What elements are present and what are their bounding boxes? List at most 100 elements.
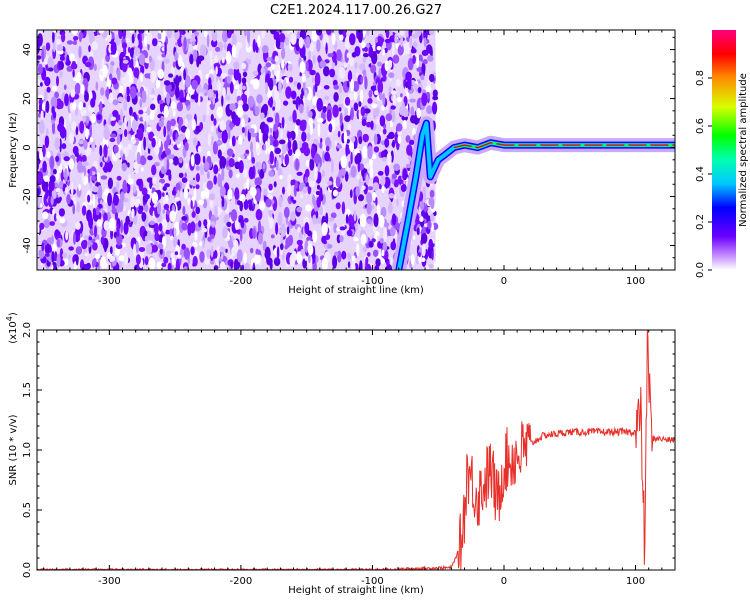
noise-speckle (346, 80, 350, 88)
noise-speckle (406, 144, 413, 156)
snr-scale-exponent: 4 (5, 316, 14, 321)
noise-speckle (283, 206, 290, 219)
noise-speckle (249, 187, 257, 197)
noise-speckle (126, 38, 130, 43)
noise-speckle (225, 214, 230, 224)
noise-speckle (421, 210, 425, 217)
noise-speckle (276, 246, 280, 259)
noise-speckle (221, 167, 225, 181)
noise-speckle (158, 223, 163, 232)
noise-speckle (412, 235, 416, 240)
noise-speckle (144, 35, 148, 47)
noise-speckle (149, 94, 156, 99)
noise-speckle (141, 90, 147, 104)
noise-speckle (213, 62, 221, 69)
noise-speckle (248, 128, 255, 134)
noise-speckle (351, 52, 357, 58)
noise-speckle (236, 88, 241, 98)
noise-speckle (276, 70, 280, 82)
noise-speckle (203, 219, 208, 227)
noise-speckle (311, 76, 315, 84)
noise-speckle (109, 137, 116, 143)
noise-speckle (214, 205, 218, 219)
noise-speckle (391, 213, 397, 226)
noise-speckle (72, 101, 77, 111)
noise-speckle (252, 70, 259, 76)
noise-speckle (370, 120, 374, 130)
noise-speckle (386, 134, 392, 139)
noise-speckle (391, 142, 396, 147)
noise-speckle (242, 85, 246, 91)
noise-speckle (396, 96, 403, 103)
noise-speckle (62, 252, 68, 258)
noise-speckle (166, 210, 171, 216)
noise-speckle (428, 263, 434, 269)
noise-speckle (135, 254, 141, 265)
noise-speckle (169, 210, 176, 222)
noise-speckle (314, 72, 321, 87)
noise-speckle (362, 145, 368, 159)
noise-speckle (273, 257, 281, 267)
noise-speckle (374, 265, 380, 270)
noise-speckle (349, 57, 355, 66)
x-tick-label: 0 (501, 276, 507, 287)
noise-speckle (238, 134, 243, 145)
noise-speckle (203, 30, 208, 38)
noise-speckle (421, 233, 428, 244)
noise-speckle (355, 186, 361, 197)
noise-speckle (339, 226, 346, 231)
noise-speckle (166, 120, 171, 132)
noise-speckle (321, 235, 326, 244)
noise-speckle (350, 136, 356, 143)
noise-speckle (131, 119, 137, 132)
noise-speckle (371, 238, 376, 243)
noise-speckle (287, 140, 292, 150)
noise-speckle (356, 243, 360, 257)
noise-speckle (154, 232, 160, 242)
noise-speckle (272, 139, 279, 147)
noise-speckle (50, 96, 58, 109)
noise-speckle (243, 199, 249, 211)
noise-speckle (150, 103, 156, 111)
noise-speckle (369, 166, 374, 179)
noise-speckle (77, 234, 81, 241)
noise-speckle (131, 138, 137, 144)
noise-speckle (323, 85, 330, 90)
noise-speckle (140, 72, 144, 83)
noise-speckle (170, 118, 176, 127)
noise-speckle (392, 54, 400, 64)
noise-speckle (145, 243, 153, 255)
noise-speckle (412, 41, 418, 48)
noise-speckle (75, 126, 79, 136)
noise-speckle (48, 67, 54, 72)
noise-speckle (303, 146, 311, 157)
noise-speckle (280, 223, 287, 238)
noise-speckle (100, 175, 108, 180)
noise-speckle (84, 193, 88, 204)
noise-speckle (336, 234, 341, 244)
noise-speckle (187, 222, 192, 236)
noise-speckle (211, 38, 218, 48)
noise-speckle (361, 41, 366, 49)
x-tick-label: -100 (361, 276, 384, 287)
noise-speckle (146, 126, 152, 133)
noise-speckle (297, 226, 301, 233)
noise-speckle (133, 243, 137, 258)
noise-speckle (379, 237, 384, 244)
noise-speckle (268, 183, 273, 191)
noise-speckle (313, 138, 319, 145)
noise-speckle (127, 162, 130, 168)
noise-speckle (300, 194, 304, 199)
noise-speckle (81, 205, 87, 216)
noise-speckle (419, 201, 425, 211)
noise-speckle (304, 176, 308, 184)
noise-speckle (141, 187, 148, 196)
noise-speckle (407, 57, 414, 71)
colorbar-tick-label: 0.6 (695, 118, 706, 134)
noise-speckle (365, 256, 369, 265)
noise-speckle (405, 81, 408, 89)
noise-speckle (255, 141, 259, 150)
noise-speckle (158, 30, 164, 34)
y-tick-label: 1.0 (22, 442, 33, 458)
noise-speckle (161, 262, 167, 268)
